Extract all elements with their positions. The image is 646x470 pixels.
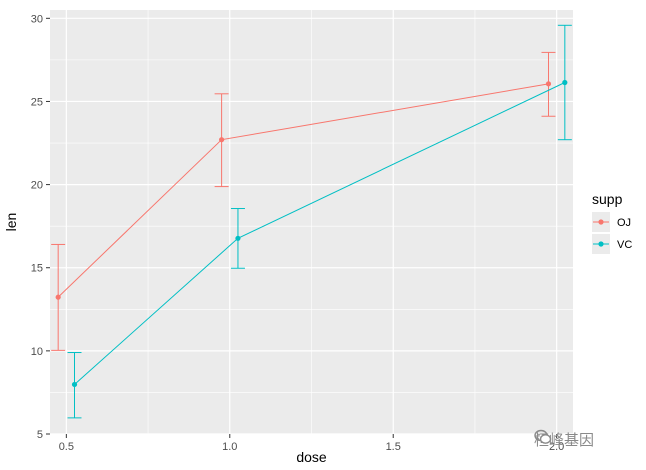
legend-label: OJ	[617, 217, 631, 229]
y-tick-label: 15	[31, 263, 43, 275]
y-tick-label: 5	[37, 429, 43, 441]
series-vc	[67, 24, 572, 419]
data-point	[71, 381, 78, 388]
grid-major	[50, 10, 573, 435]
x-tick-label: 1.5	[386, 441, 401, 453]
legend-key-point	[598, 219, 604, 225]
x-tick-label: 1.0	[222, 441, 237, 453]
axis-ticks: 5 10 15 20 25 30 0.5 1.0 1.5 2.0	[31, 13, 565, 453]
y-tick-label: 30	[31, 13, 43, 25]
legend-key-point	[598, 241, 604, 247]
data-point	[235, 235, 241, 241]
y-axis-title: len	[3, 213, 19, 232]
legend: supp OJ VC	[592, 191, 632, 254]
watermark-text: 桓峰基因	[534, 430, 595, 449]
watermark: 桓峰基因	[534, 428, 594, 450]
x-tick-label: 2.0	[549, 441, 564, 453]
y-tick-label: 20	[31, 180, 43, 192]
legend-label: VC	[617, 239, 632, 251]
x-axis-title: dose	[296, 449, 327, 465]
data-point	[562, 79, 568, 86]
data-point	[545, 81, 552, 87]
series-oj	[51, 51, 556, 351]
data-point	[55, 294, 61, 300]
grid-minor	[50, 10, 573, 434]
series-layer	[51, 24, 572, 419]
y-tick-label: 10	[31, 346, 43, 358]
x-tick-label: 0.5	[59, 441, 74, 453]
data-point	[219, 137, 225, 143]
wechat-icon	[534, 429, 552, 444]
legend-title: supp	[592, 191, 623, 207]
y-tick-label: 25	[31, 96, 43, 108]
